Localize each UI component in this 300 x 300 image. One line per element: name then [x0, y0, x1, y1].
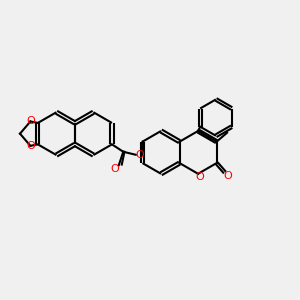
Text: O: O [135, 150, 144, 160]
Text: O: O [26, 116, 35, 127]
Text: O: O [111, 164, 120, 174]
Text: O: O [224, 171, 232, 181]
Text: O: O [26, 141, 35, 151]
Text: O: O [195, 172, 204, 182]
